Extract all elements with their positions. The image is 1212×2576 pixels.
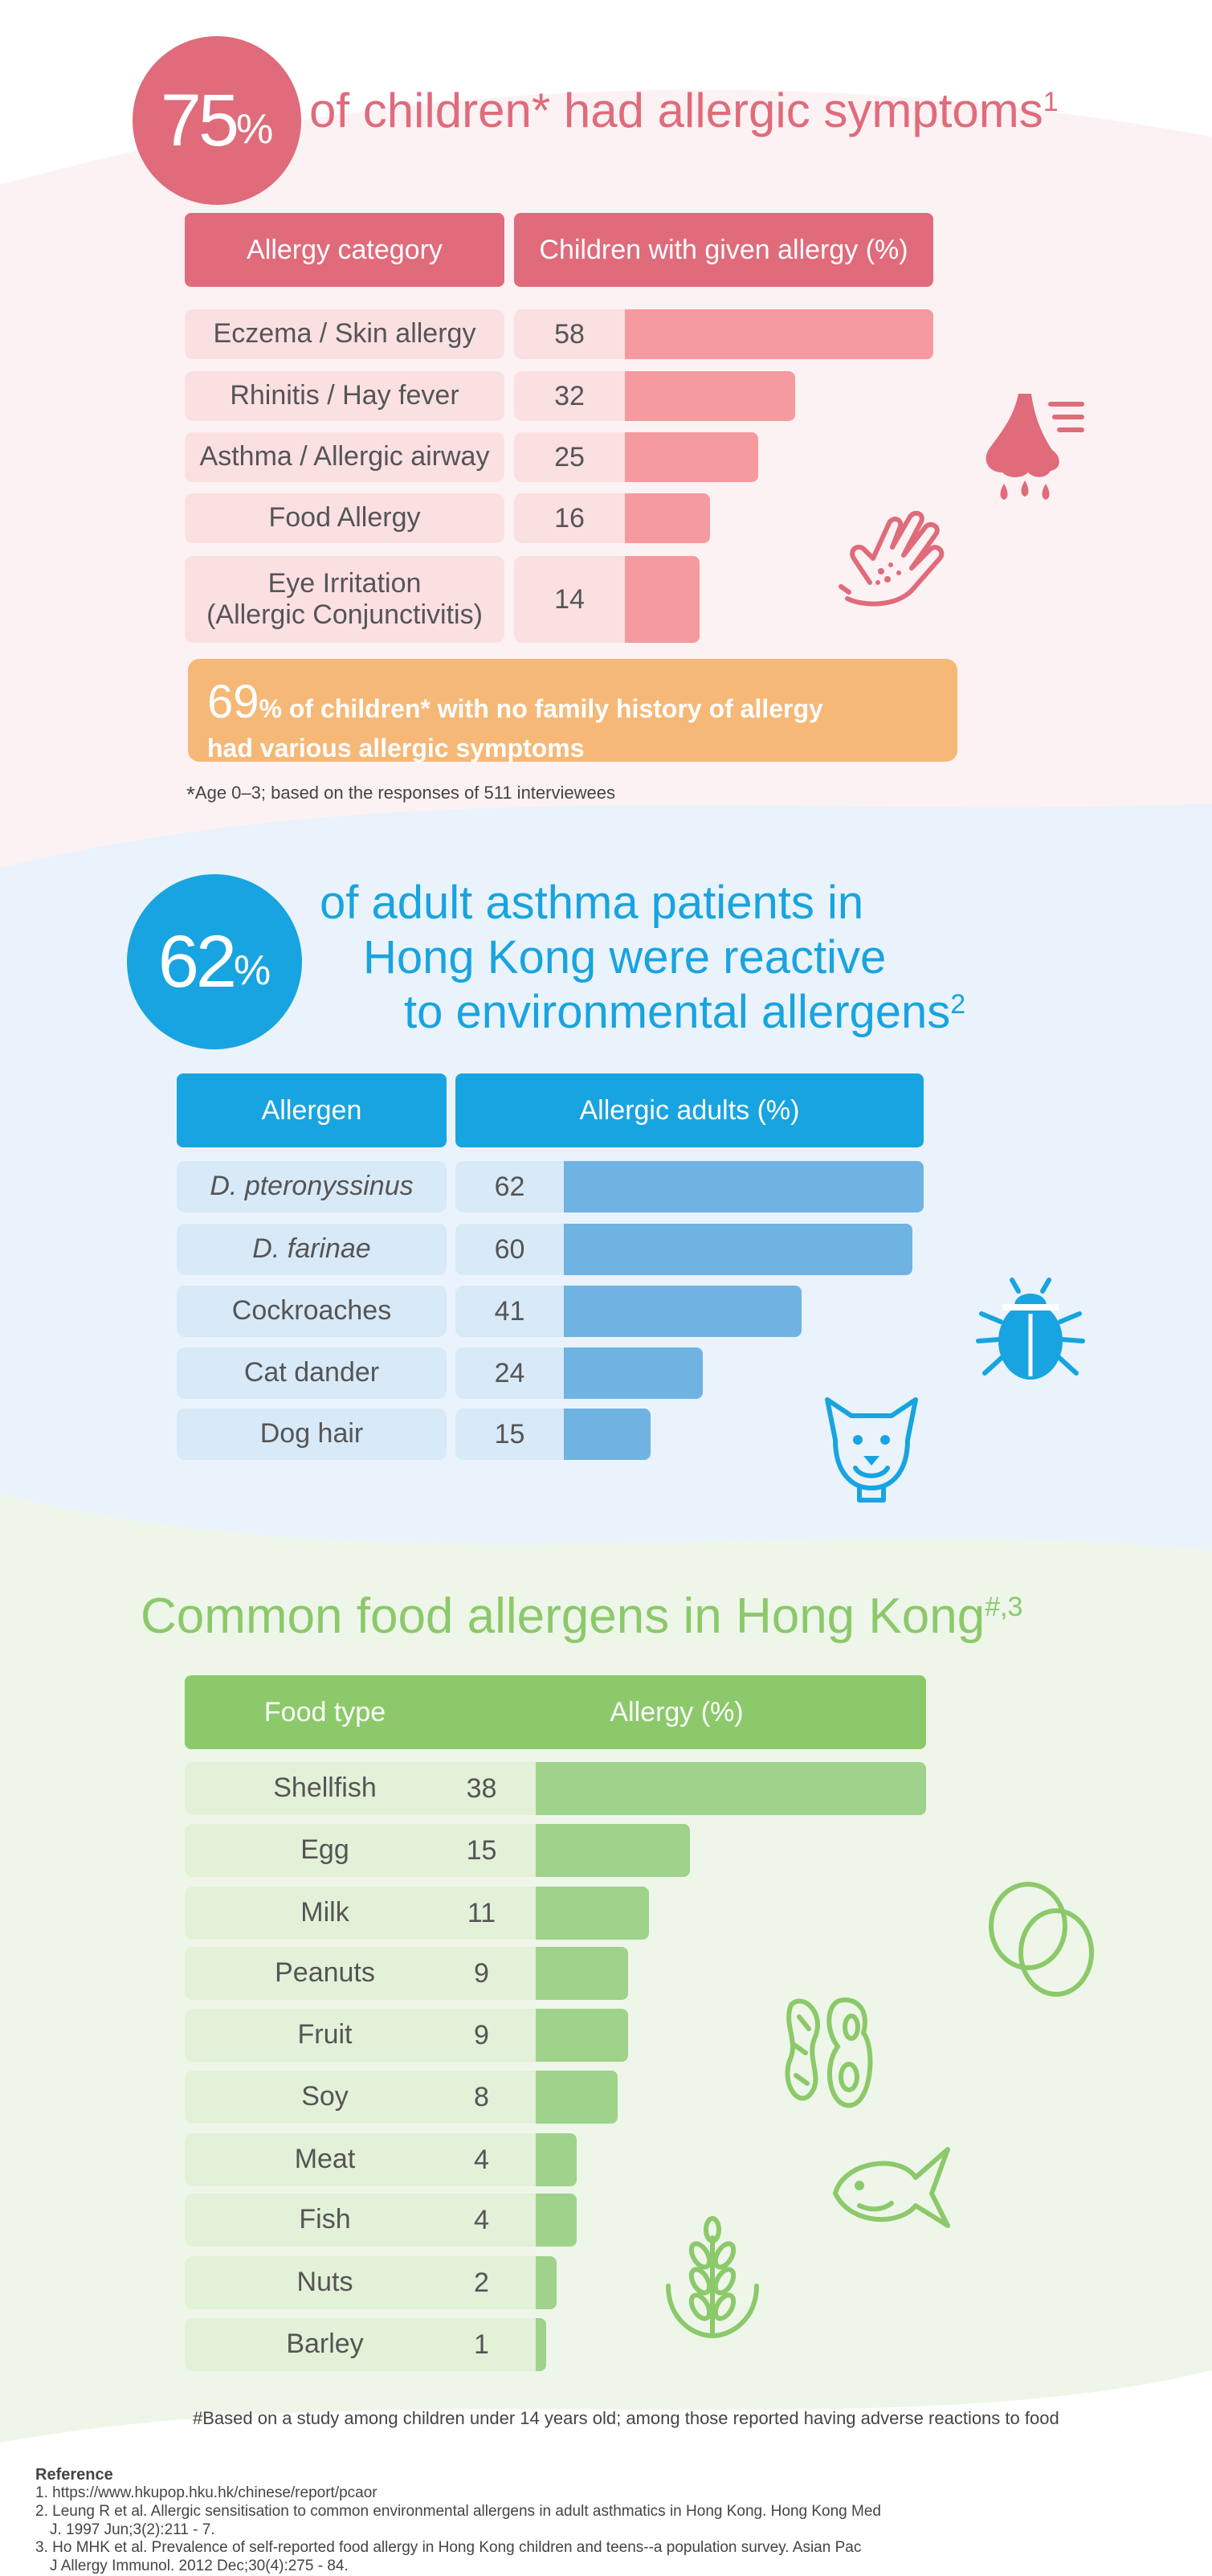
header-category: Food type — [185, 1675, 465, 1749]
bar — [625, 309, 933, 359]
beetle-icon — [976, 1278, 1085, 1380]
header-value: Children with given allergy (%) — [514, 213, 933, 287]
wheat-icon — [666, 2216, 759, 2339]
no-family-history-banner: 69% of children* with no family history … — [188, 659, 957, 763]
value-label: 9 — [427, 2009, 536, 2062]
category-label: Shellfish — [185, 1762, 465, 1815]
peanut-icon — [785, 1997, 873, 2108]
banner-line1: % of children* with no family history of… — [259, 694, 823, 723]
bar — [564, 1409, 651, 1460]
hand-rash-icon — [839, 510, 945, 607]
section2-headline-line2: Hong Kong were reactive — [363, 931, 887, 983]
category-label: Egg — [185, 1824, 465, 1877]
reference-item: J. 1997 Jun;3(2):211 - 7. — [50, 2521, 215, 2538]
value-label: 11 — [427, 1887, 536, 1940]
references: Reference 1. https://www.hkupop.hku.hk/c… — [35, 2465, 881, 2576]
bar — [625, 432, 758, 482]
bar — [536, 1887, 649, 1940]
bar — [564, 1161, 924, 1212]
value-label: 16 — [514, 493, 625, 543]
category-label: Fish — [185, 2194, 465, 2247]
value-label: 1 — [427, 2318, 536, 2371]
bar — [536, 2009, 628, 2062]
bar — [564, 1224, 912, 1275]
category-label: Nuts — [185, 2256, 465, 2309]
reference-item: J Allergy Immunol. 2012 Dec;30(4):275 - … — [50, 2558, 349, 2575]
value-label: 4 — [427, 2194, 536, 2247]
banner-line2: had various allergic symptoms — [207, 733, 585, 763]
bar — [536, 1947, 628, 2000]
bar — [536, 2071, 618, 2124]
value-label: 41 — [455, 1286, 564, 1337]
bar — [536, 1762, 926, 1815]
reference-item: 3. Ho MHK et al. Prevalence of self-repo… — [35, 2539, 862, 2557]
value-label: 32 — [514, 371, 625, 421]
value-label: 58 — [514, 309, 625, 359]
value-label: 25 — [514, 432, 625, 482]
stat-percent: % — [236, 106, 274, 153]
bar — [625, 493, 710, 543]
section3-headline: Common food allergens in Hong Kong#,3 — [141, 1589, 1023, 1644]
bar — [564, 1286, 802, 1337]
bar — [564, 1347, 703, 1399]
header-category: Allergen — [177, 1073, 447, 1147]
category-label: Rhinitis / Hay fever — [185, 371, 504, 421]
section1-headline: of children* had allergic symptoms1 — [309, 84, 1059, 137]
category-label: Peanuts — [185, 1947, 465, 2000]
value-label: 8 — [427, 2071, 536, 2124]
section3-footnote: #Based on a study among children under 1… — [193, 2408, 1059, 2428]
value-label: 15 — [455, 1409, 564, 1460]
stat-percent: % — [234, 947, 271, 994]
value-label: 60 — [455, 1224, 564, 1275]
category-label: Fruit — [185, 2009, 465, 2062]
value-label: 62 — [455, 1161, 564, 1212]
eggs-icon — [989, 1882, 1094, 1997]
bar — [625, 556, 700, 643]
nose-icon — [986, 394, 1084, 500]
value-label: 24 — [455, 1347, 564, 1399]
category-label: Meat — [185, 2133, 465, 2186]
stat-number: 75 — [160, 79, 239, 162]
category-label: Asthma / Allergic airway — [185, 432, 504, 482]
banner-number: 69 — [207, 676, 259, 728]
category-label: Dog hair — [177, 1409, 447, 1460]
stat-number: 62 — [157, 920, 237, 1003]
header-category: Allergy category — [185, 213, 504, 287]
bar — [625, 371, 795, 421]
category-label: Barley — [185, 2318, 465, 2371]
reference-item: 2. Leung R et al. Allergic sensitisation… — [35, 2502, 881, 2520]
header-value: Allergic adults (%) — [455, 1073, 924, 1147]
bar — [536, 2133, 577, 2186]
bar — [536, 2194, 577, 2247]
value-label: 38 — [427, 1762, 536, 1815]
section2-headline-line3: to environmental allergens2 — [404, 986, 966, 1038]
category-label: Eye Irritation (Allergic Conjunctivitis) — [185, 556, 504, 643]
section2-headline-line1: of adult asthma patients in — [320, 877, 864, 929]
value-label: 9 — [427, 1947, 536, 2000]
value-label: 14 — [514, 556, 625, 643]
category-label: Food Allergy — [185, 493, 504, 543]
bar — [536, 2318, 546, 2371]
category-label: Cockroaches — [177, 1286, 447, 1337]
dog-icon — [825, 1397, 918, 1503]
value-label: 4 — [427, 2133, 536, 2186]
bar — [536, 2256, 557, 2309]
fish-icon — [833, 2147, 950, 2228]
category-label: D. farinae — [177, 1224, 447, 1275]
category-label: D. pteronyssinus — [177, 1161, 447, 1212]
value-label: 15 — [427, 1824, 536, 1877]
references-title: Reference — [35, 2466, 113, 2484]
category-label: Milk — [185, 1887, 465, 1940]
header-value: Allergy (%) — [427, 1675, 926, 1749]
category-label: Soy — [185, 2071, 465, 2124]
stat-circle-62: 62% — [127, 874, 302, 1049]
bar — [536, 1824, 690, 1877]
section1-footnote: *Age 0–3; based on the responses of 511 … — [186, 782, 615, 807]
value-label: 2 — [427, 2256, 536, 2309]
stat-circle-75: 75% — [133, 36, 301, 205]
category-label: Cat dander — [177, 1347, 447, 1399]
category-label: Eczema / Skin allergy — [185, 309, 504, 359]
reference-item: 1. https://www.hkupop.hku.hk/chinese/rep… — [35, 2484, 377, 2501]
